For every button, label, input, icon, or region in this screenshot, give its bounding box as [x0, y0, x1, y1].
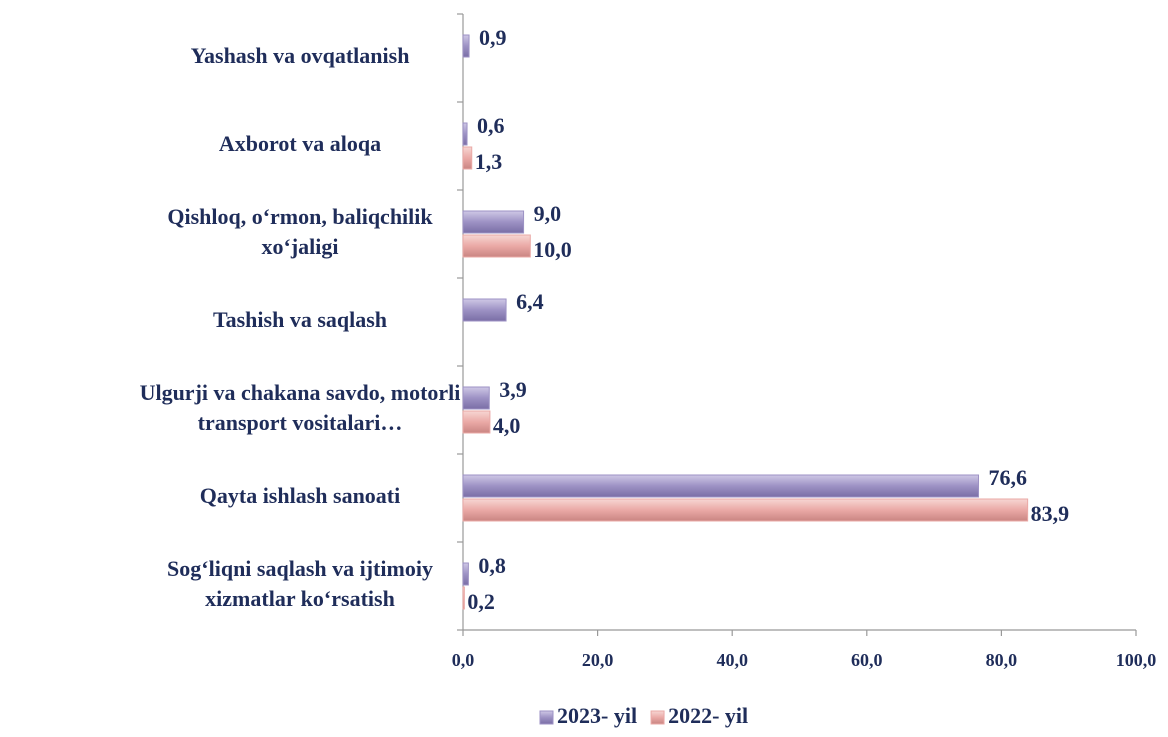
bar: [462, 498, 1029, 522]
value-label: 76,6: [989, 465, 1028, 490]
x-tick-label: 80,0: [986, 650, 1018, 670]
bar: [462, 122, 468, 146]
x-tick-label: 40,0: [716, 650, 748, 670]
value-label: 9,0: [534, 201, 562, 226]
category-label: Qishloq, o‘rmon, baliqchilik xo‘jaligi: [167, 204, 433, 259]
bar: [462, 562, 469, 586]
value-label: 6,4: [516, 289, 544, 314]
value-label: 0,2: [467, 589, 495, 614]
bar: [462, 210, 525, 234]
bar: [462, 234, 531, 258]
value-label: 0,8: [478, 553, 506, 578]
value-label: 4,0: [493, 413, 521, 438]
value-label: 10,0: [533, 237, 572, 262]
bar: [462, 474, 980, 498]
category-label: Yashash va ovqatlanish: [191, 43, 410, 68]
value-label: 83,9: [1031, 501, 1070, 526]
bar: [462, 146, 473, 170]
x-tick-label: 20,0: [582, 650, 614, 670]
category-label: Tashish va saqlash: [213, 307, 387, 332]
legend-label: 2023- yil: [557, 703, 637, 728]
x-tick-label: 100,0: [1116, 650, 1157, 670]
value-label: 0,9: [479, 25, 507, 50]
category-label: Axborot va aloqa: [219, 131, 381, 156]
bar: [462, 386, 490, 410]
category-label: Sog‘liqni saqlash va ijtimoiy xizmatlar k…: [167, 556, 433, 611]
bar: [462, 298, 507, 322]
bar: [462, 34, 470, 58]
legend-label: 2022- yil: [668, 703, 748, 728]
category-label: Ulgurji va chakana savdo, motorli transpo…: [140, 380, 461, 435]
bar: [462, 410, 491, 434]
legend-swatch: [650, 710, 665, 725]
value-label: 1,3: [475, 149, 503, 174]
value-label: 3,9: [499, 377, 527, 402]
category-label: Qayta ishlash sanoati: [200, 483, 401, 508]
value-label: 0,6: [477, 113, 505, 138]
bar: [462, 586, 465, 610]
legend-swatch: [539, 710, 554, 725]
x-tick-label: 0,0: [452, 650, 475, 670]
x-tick-label: 60,0: [851, 650, 883, 670]
